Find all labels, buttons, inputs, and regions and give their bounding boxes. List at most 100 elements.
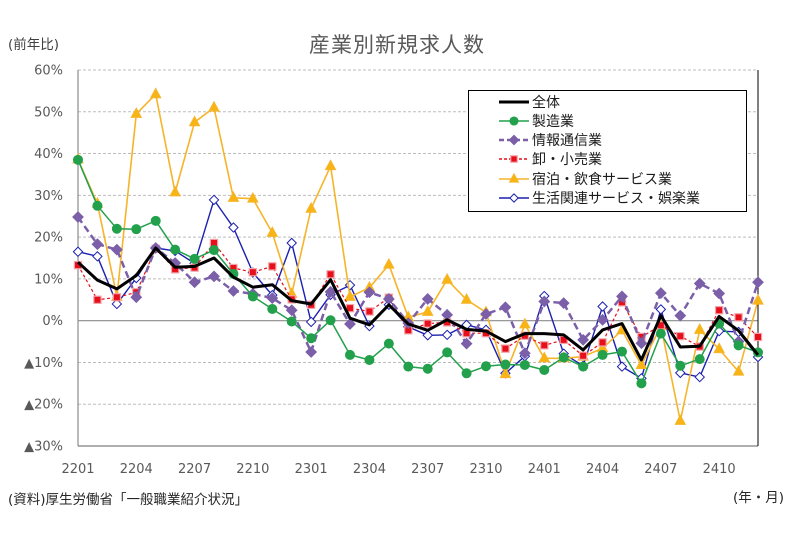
x-axis-unit-label: (年・月) [732, 490, 784, 506]
x-tick-label: 2210 [236, 462, 269, 477]
manufacturing-point [267, 303, 278, 314]
living-leisure-service-point [597, 301, 608, 312]
information-communication-point [460, 337, 473, 350]
manufacturing-point [247, 291, 258, 302]
manufacturing-point [325, 315, 336, 326]
information-communication-point [344, 318, 356, 330]
manufacturing-point [189, 253, 200, 264]
wholesale-retail-point [598, 338, 607, 347]
wholesale-retail-point [676, 331, 685, 341]
x-tick-label: 2204 [120, 462, 153, 477]
information-communication-point [538, 295, 551, 308]
legend-marker [509, 193, 519, 203]
wholesale-retail-point [248, 268, 258, 277]
accommodation-food-service-point [130, 107, 143, 118]
living-leisure-service-line [77, 199, 759, 379]
accommodation-food-service-point [305, 201, 317, 213]
manufacturing-point [500, 359, 511, 370]
x-tick-label: 2310 [469, 462, 502, 477]
information-communication-point [480, 308, 492, 320]
legend-item-wholesale-retail: 卸・小売業 [498, 150, 602, 169]
legend-swatch-accommodation-food-service [499, 172, 529, 183]
y-tick-label: ▲20% [24, 398, 63, 413]
living-leisure-service-point [422, 329, 434, 341]
information-communication-point [674, 309, 687, 322]
legend-item-overall: 全体 [498, 92, 560, 111]
living-leisure-service-point [441, 329, 453, 341]
accommodation-food-service-point [460, 292, 473, 304]
manufacturing-point [694, 354, 705, 365]
wholesale-retail-line [77, 242, 759, 357]
living-leisure-service-point [92, 251, 103, 262]
manufacturing-point [209, 245, 219, 256]
accommodation-food-service-point [499, 367, 512, 379]
information-communication-point [557, 297, 570, 310]
y-tick-label: 0% [42, 314, 63, 329]
accommodation-food-service-point [247, 191, 259, 203]
legend-marker [508, 172, 520, 183]
information-communication-point [72, 211, 84, 223]
manufacturing-point [403, 361, 414, 372]
legend-label: 卸・小売業 [532, 152, 602, 169]
manufacturing-point [655, 328, 666, 339]
accommodation-food-service-point [266, 226, 279, 237]
accommodation-food-service-point [752, 293, 764, 305]
accommodation-food-service-point [324, 159, 337, 171]
accommodation-food-service-point [227, 191, 240, 202]
manufacturing-point [636, 378, 647, 389]
information-communication-point [324, 285, 337, 298]
y-tick-label: ▲10% [24, 356, 63, 371]
y-tick-label: 20% [34, 231, 63, 246]
chart-title: 産業別新規求人数 [309, 33, 485, 57]
manufacturing-point [519, 359, 530, 370]
manufacturing-point [150, 215, 161, 226]
living-leisure-service-point [674, 367, 686, 379]
y-tick-label: ▲30% [24, 440, 63, 455]
manufacturing-point [131, 224, 142, 235]
wholesale-retail-point [93, 295, 102, 304]
legend-marker [510, 155, 518, 164]
manufacturing-point [345, 349, 355, 360]
manufacturing-point [111, 223, 122, 234]
accommodation-food-service-point [421, 305, 434, 316]
information-communication-point [91, 238, 104, 251]
accommodation-food-service-point [519, 317, 531, 329]
manufacturing-point [92, 200, 103, 211]
accommodation-food-service-line [77, 93, 759, 422]
information-communication-line [76, 216, 760, 355]
manufacturing-point [73, 154, 83, 165]
information-communication-point [635, 337, 648, 350]
information-communication-point [499, 301, 512, 314]
manufacturing-point [442, 347, 453, 358]
wholesale-retail-point [326, 270, 335, 279]
chart-legend: 全体 製造業 情報通信業 卸・小売業 宿泊・飲食サービス業 生活関連サービス・娯楽業 [468, 90, 747, 212]
x-tick-label: 2207 [178, 462, 211, 477]
living-leisure-service-point [655, 304, 667, 315]
legend-swatch-information-communication [499, 134, 529, 146]
y-tick-label: 50% [34, 105, 63, 120]
wholesale-retail-point [714, 306, 724, 315]
overall-series [76, 246, 760, 362]
information-communication-point [577, 333, 590, 346]
living-leisure-service-point [208, 194, 220, 206]
information-communication-point [305, 346, 318, 358]
manufacturing-point [364, 354, 375, 365]
x-tick-label: 2404 [586, 462, 619, 477]
manufacturing-point [558, 352, 569, 363]
information-communication-point [616, 290, 628, 303]
information-communication-point [752, 276, 764, 289]
manufacturing-point [461, 368, 472, 379]
information-communication-point [596, 313, 609, 326]
manufacturing-point [539, 364, 550, 375]
manufacturing-point [286, 316, 297, 327]
wholesale-retail-point [578, 351, 588, 360]
living-leisure-service-point [694, 371, 706, 383]
manufacturing-point [675, 360, 686, 371]
manufacturing-point [383, 338, 394, 349]
x-tick-label: 2401 [528, 462, 561, 477]
source-note: (資料)厚生労働省「一般職業紹介状況」 [8, 492, 249, 508]
x-tick-label: 2301 [295, 462, 328, 477]
legend-marker [508, 134, 520, 146]
